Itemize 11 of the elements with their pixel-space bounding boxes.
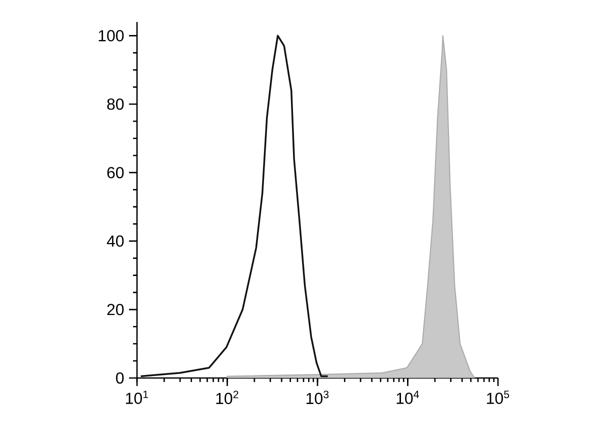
x-tick-label: 10$^{3}$	[306, 390, 329, 404]
y-tick-label: 0	[116, 372, 124, 384]
x-tick-label: 10$^{1}$	[126, 390, 148, 404]
x-tick-label: 10$^{4}$	[396, 390, 419, 404]
y-tick-label: 20	[107, 304, 124, 316]
y-tick-label: 40	[106, 235, 124, 247]
y-tick-label: 60	[107, 166, 124, 178]
y-tick-label: 100	[98, 30, 124, 42]
x-tick-label: 10$^{5}$	[487, 390, 510, 404]
y-tick-label: 80	[107, 98, 124, 110]
x-tick-label: 10$^{2}$	[216, 390, 238, 404]
